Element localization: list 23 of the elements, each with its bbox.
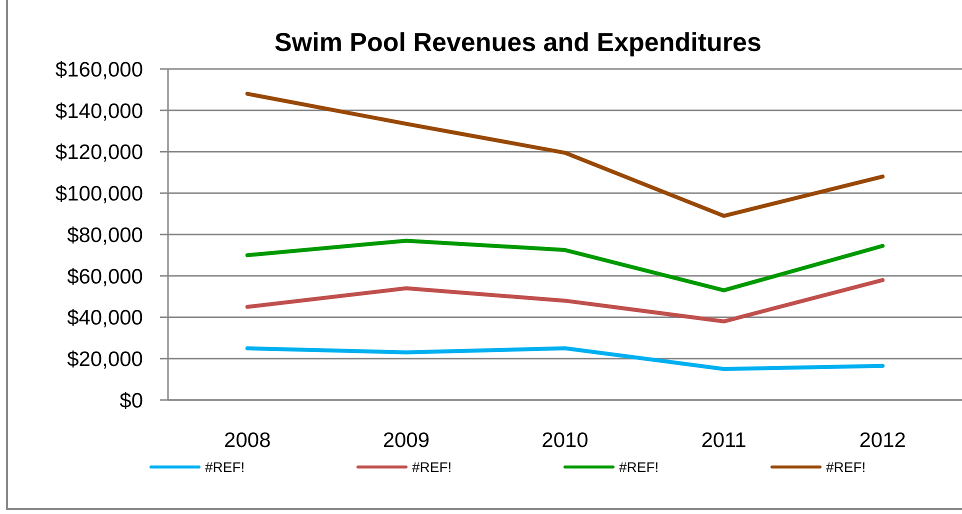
line-series	[245, 278, 885, 324]
x-tick-label: 2009	[382, 428, 430, 452]
chart-title: Swim Pool Revenues and Expenditures	[274, 26, 762, 58]
legend-label: #REF!	[412, 459, 452, 475]
x-tick-label: 2008	[224, 428, 271, 452]
y-tick-label: $100,000	[55, 182, 143, 206]
legend-label: #REF!	[619, 459, 659, 475]
x-tick-label: 2011	[701, 428, 746, 452]
line-series	[245, 92, 885, 218]
x-tick-label: 2010	[542, 428, 588, 452]
x-tick-label: 2012	[859, 428, 906, 452]
y-tick-label: $20,000	[67, 348, 143, 372]
legend-label: #REF!	[826, 459, 866, 475]
y-tick-label: $140,000	[55, 100, 143, 123]
y-tick-label: $40,000	[67, 306, 143, 330]
y-tick-label: $160,000	[55, 58, 143, 82]
y-tick-label: $80,000	[67, 224, 143, 247]
line-series	[245, 238, 885, 292]
legend-label: #REF!	[205, 459, 245, 475]
line-series	[245, 346, 885, 371]
y-tick-label: $120,000	[55, 141, 143, 164]
y-tick-label: $0	[120, 389, 143, 412]
y-tick-label: $60,000	[67, 265, 143, 288]
